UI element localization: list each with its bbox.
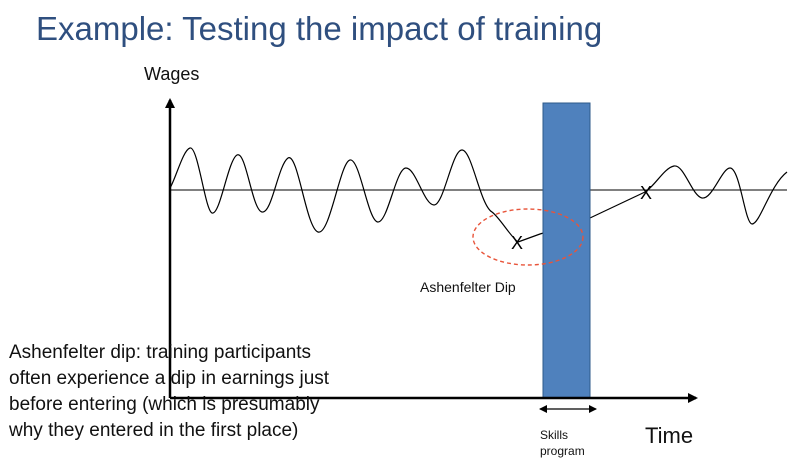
caption-line: before entering (which is presumably — [9, 394, 320, 415]
ashenfelter-dip-ellipse — [472, 208, 584, 266]
x-axis-label: Time — [645, 423, 694, 448]
pre-program-wage-curve — [169, 147, 519, 243]
skills-program-bar — [542, 102, 591, 399]
caption-line: Ashenfelter dip: training participants — [9, 342, 312, 363]
post-program-marker: X — [640, 183, 652, 203]
y-axis-label: Wages — [144, 64, 200, 84]
skills-program-label-line2: program — [540, 443, 585, 458]
slide-title: Example: Testing the impact of training — [36, 10, 603, 47]
ashenfelter-dip-label: Ashenfelter Dip — [420, 279, 516, 295]
dip-marker: X — [511, 233, 523, 253]
skills-program-label-line1: Skills — [540, 428, 569, 442]
skills-program-label: Skills program — [540, 428, 585, 459]
ashenfelter-dip-caption: Ashenfelter dip: training participants o… — [9, 340, 371, 444]
post-program-wage-curve — [644, 165, 788, 225]
caption-line: often experience a dip in earnings just — [9, 368, 330, 389]
caption-line: why they entered in the first place) — [9, 420, 299, 441]
